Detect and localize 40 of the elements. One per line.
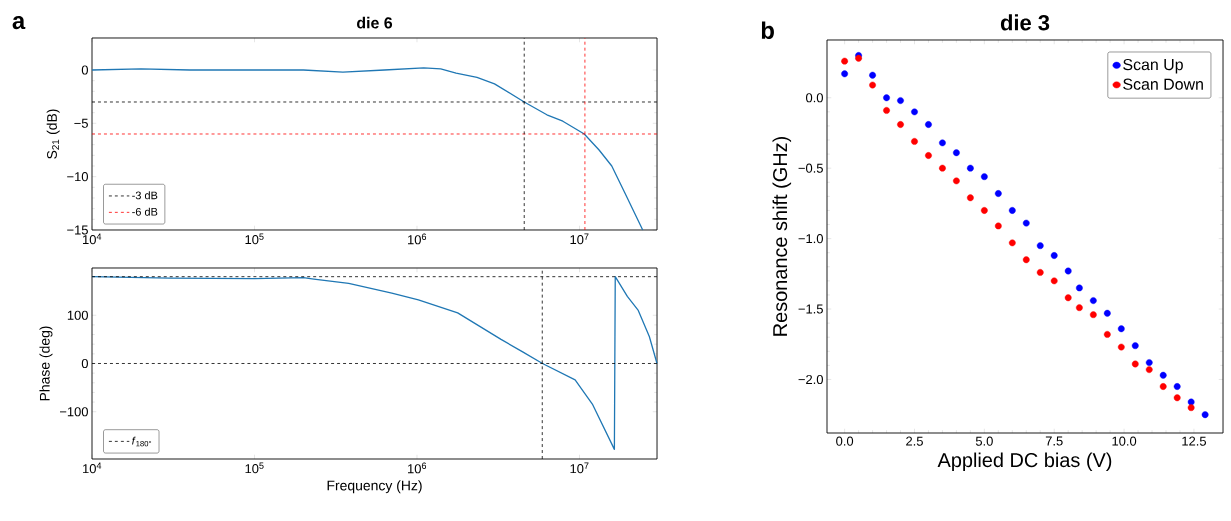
x-tick-label: 7.5 (1045, 436, 1063, 446)
x-tick-label: 10$^{7}$ (570, 233, 589, 245)
x-tick-label: 10$^{6}$ (408, 233, 427, 245)
y-axis-title: S$_{21}$ (dB) (46, 109, 60, 159)
y-tick-label: −15 (67, 225, 88, 235)
legend-label: f$_{180°}$ (132, 436, 152, 447)
x-tick-label: 10$^{6}$ (408, 462, 427, 474)
x-axis-title: Frequency (Hz) (327, 480, 422, 494)
x-tick-label: 10$^{5}$ (245, 233, 264, 245)
y-tick-label: 0 (81, 65, 88, 75)
x-tick-label: 5.0 (975, 436, 993, 446)
y-tick-label: −5 (74, 118, 88, 128)
x-tick-label: 10$^{4}$ (83, 233, 102, 245)
x-tick-label: 10$^{5}$ (245, 462, 264, 474)
y-tick-label: 0.0 (805, 93, 823, 103)
x-tick-label: 10$^{7}$ (570, 462, 589, 474)
y-tick-label: 0 (81, 358, 88, 369)
y-axis-title: Phase (deg) (39, 326, 53, 401)
chart-title: die 6 (357, 16, 393, 29)
y-tick-label: −2.0 (798, 374, 823, 385)
text: a (12, 16, 26, 30)
y-tick-label: −100 (59, 407, 88, 417)
legend-label: Scan Up (1123, 58, 1183, 74)
x-axis-title: Applied DC bias (V) (937, 452, 1112, 472)
chart-title: die 3 (1000, 14, 1050, 31)
x-tick-label: 2.5 (906, 436, 923, 446)
y-tick-label: −0.5 (798, 163, 823, 173)
y-tick-label: 100 (67, 310, 88, 320)
y-tick-label: −10 (67, 172, 88, 182)
x-tick-label: 10$^{4}$ (83, 462, 102, 474)
y-tick-label: −1.0 (798, 234, 823, 244)
y-tick-label: −1.5 (798, 304, 823, 314)
legend-label: -3 dB (132, 191, 158, 200)
x-tick-label: 10.0 (1112, 436, 1137, 446)
y-axis-title: Resonance shift (GHz) (772, 136, 792, 336)
legend-label: Scan Down (1123, 78, 1203, 90)
legend-label: -6 dB (132, 207, 158, 216)
x-tick-label: 0.0 (836, 436, 854, 446)
text: b (761, 21, 774, 39)
x-tick-label: 12.5 (1182, 436, 1207, 446)
